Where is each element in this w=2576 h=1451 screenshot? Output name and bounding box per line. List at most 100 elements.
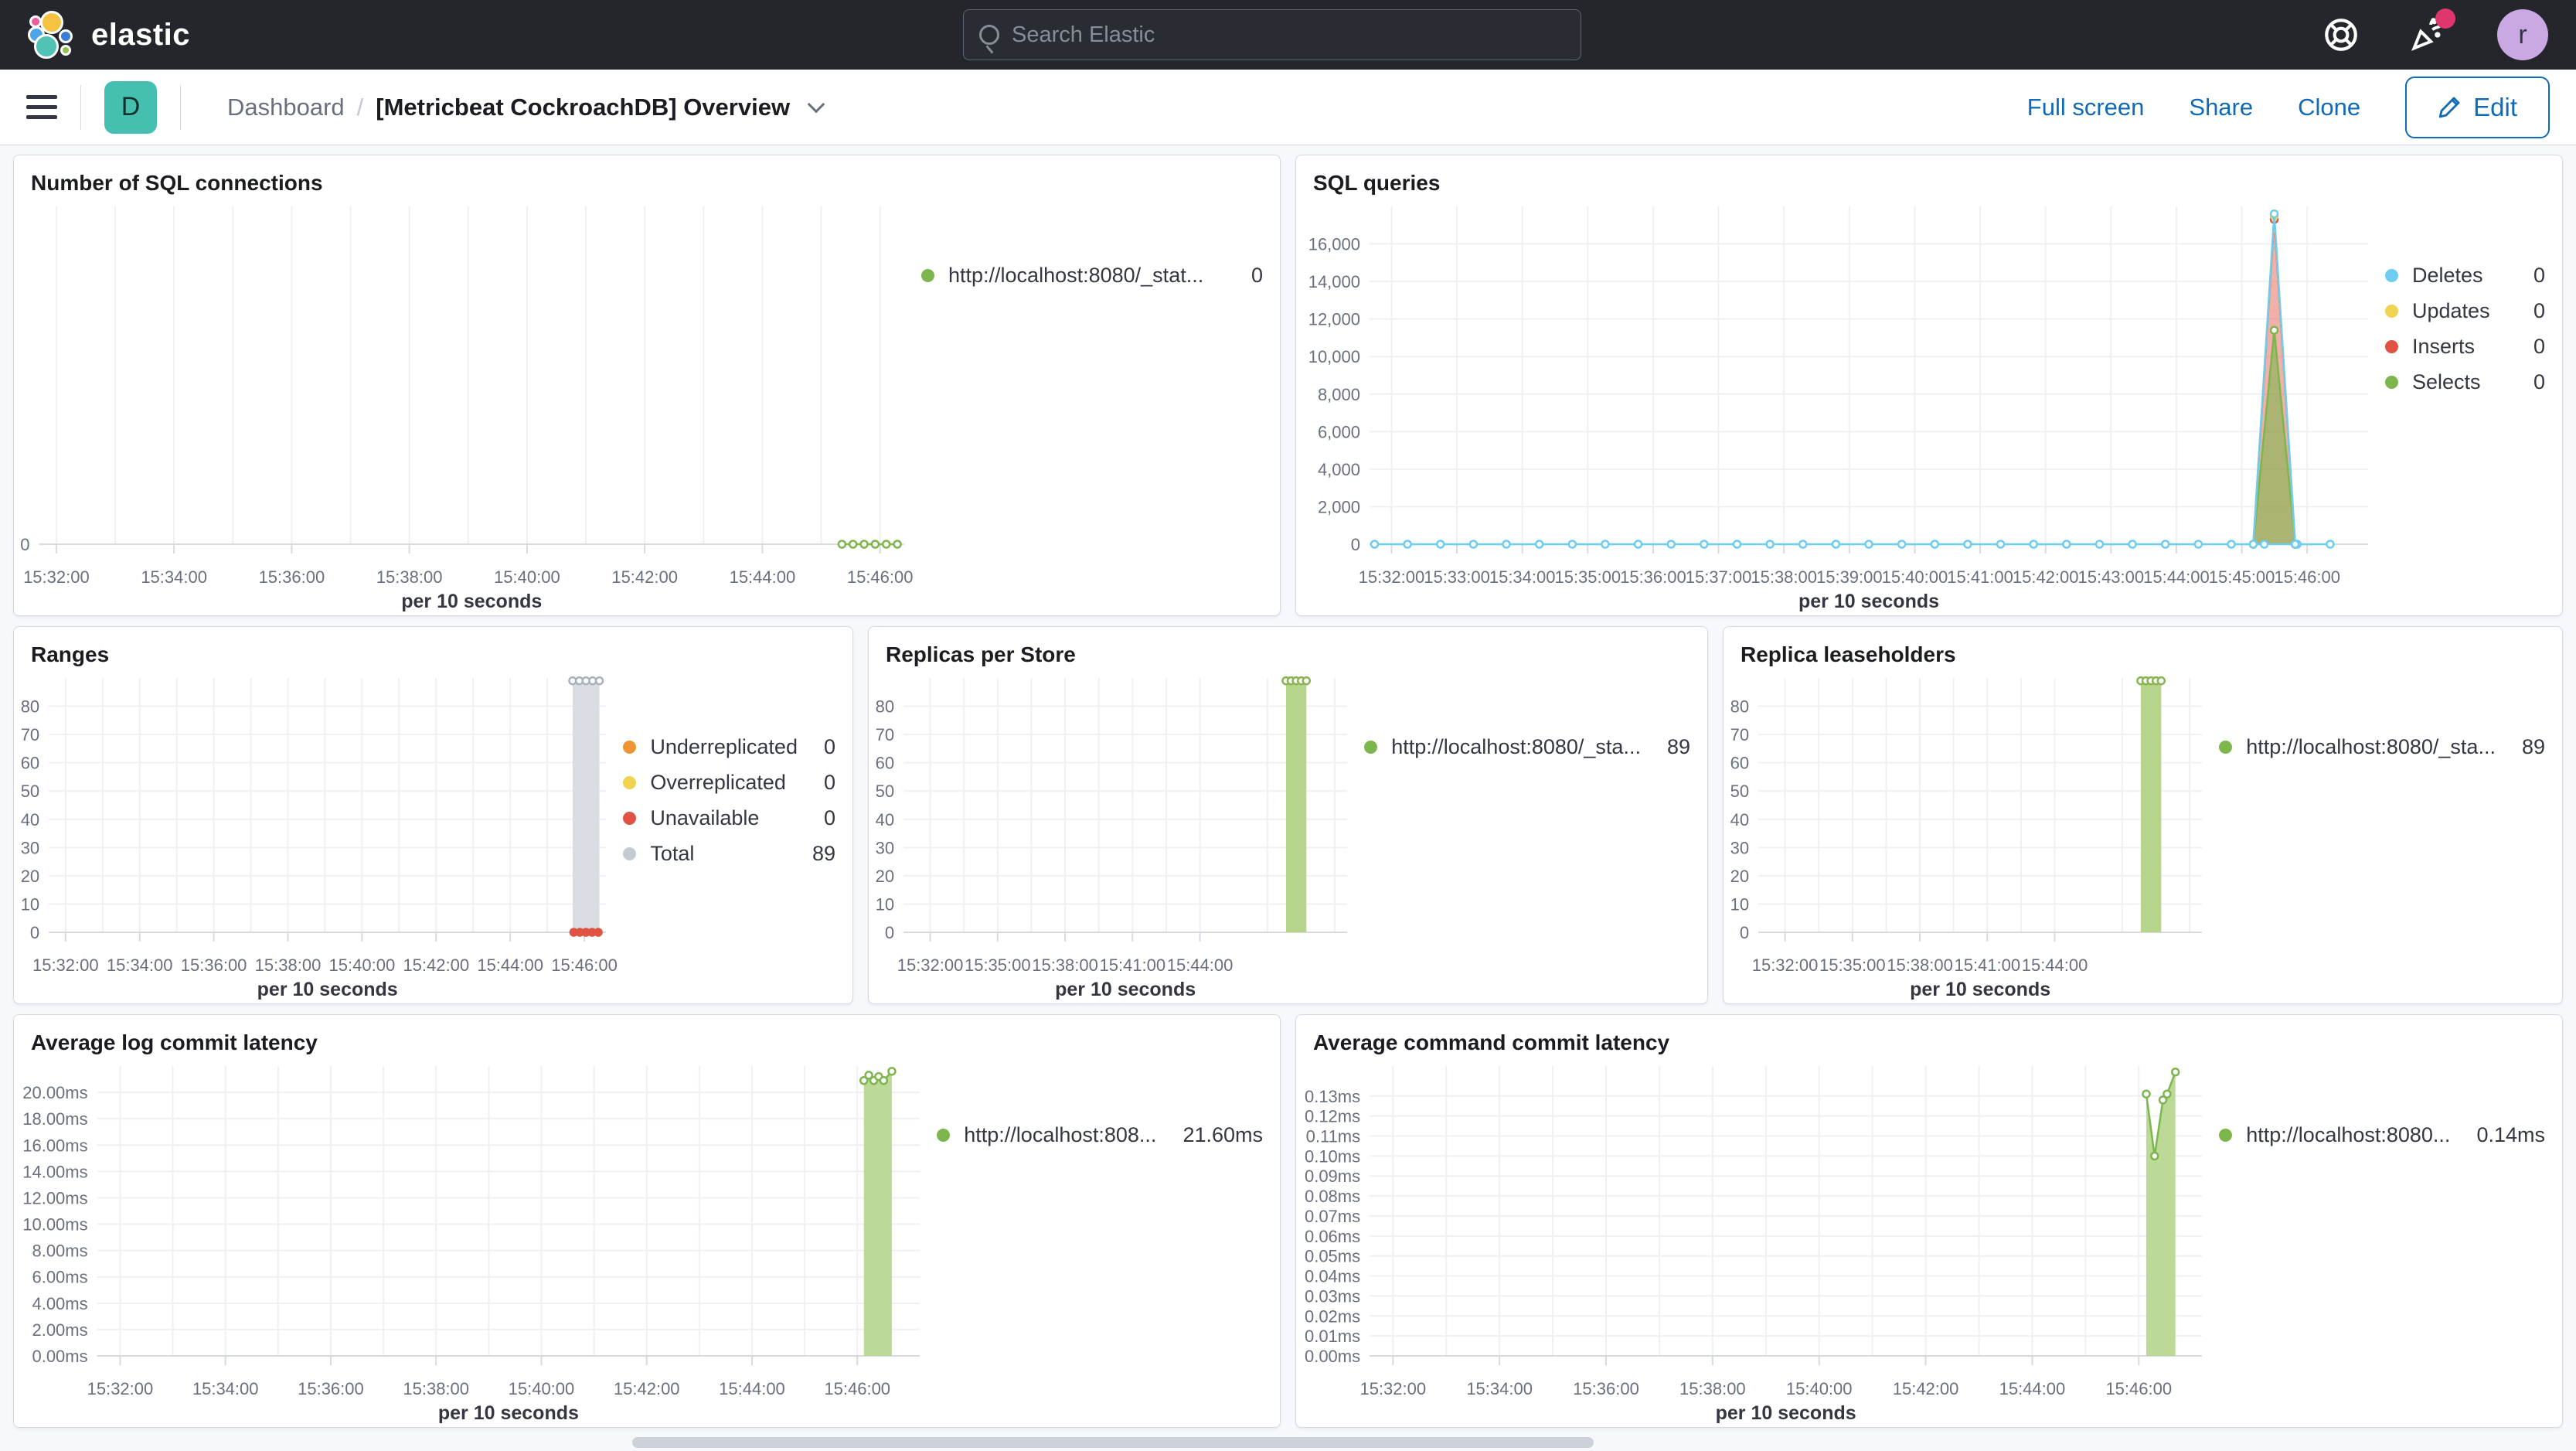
- breadcrumb-dashboard[interactable]: Dashboard: [227, 93, 345, 121]
- legend-swatch-icon: [2385, 268, 2398, 282]
- panel-sql-queries: SQL queries 16,000 14,000 12,000 10,000 8,00…: [1295, 155, 2563, 616]
- svg-text:15:42:00: 15:42:00: [614, 1379, 680, 1398]
- legend-value: 89: [2521, 734, 2545, 758]
- help-icon[interactable]: [2321, 15, 2361, 55]
- panel-number-of-sql-connections: Number of SQL connections 0 15:32:00 15:34…: [13, 155, 1281, 616]
- svg-text:14.00ms: 14.00ms: [22, 1162, 87, 1181]
- svg-text:15:37:00: 15:37:00: [1686, 567, 1752, 587]
- elastic-logo[interactable]: elastic: [28, 11, 190, 59]
- chart-legend: http://localhost:8080/_sta... 89: [2214, 667, 2562, 1003]
- legend-item[interactable]: Unavailable 0: [623, 800, 835, 836]
- svg-text:per 10 seconds: per 10 seconds: [1798, 591, 1939, 612]
- legend-item[interactable]: http://localhost:8080/_stat... 0: [921, 257, 1263, 293]
- legend-label: Unavailable: [650, 806, 760, 829]
- legend-item[interactable]: Underreplicated 0: [623, 729, 835, 765]
- share-button[interactable]: Share: [2189, 93, 2254, 121]
- sql-queries-chart[interactable]: 16,000 14,000 12,000 10,000 8,000 6,000 4,000 2…: [1296, 196, 2380, 615]
- svg-text:80: 80: [21, 697, 39, 717]
- news-icon[interactable]: [2409, 9, 2455, 55]
- svg-text:20: 20: [21, 867, 39, 886]
- legend-item[interactable]: Overreplicated 0: [623, 765, 835, 800]
- svg-text:15:36:00: 15:36:00: [1620, 567, 1686, 587]
- legend-item[interactable]: http://localhost:8080/_sta... 89: [1364, 729, 1690, 765]
- svg-text:0.09ms: 0.09ms: [1305, 1167, 1360, 1186]
- legend-value: 89: [1666, 734, 1690, 758]
- avg-log-commit-latency-chart[interactable]: 20.00ms 18.00ms 16.00ms 14.00ms 12.00ms 10.00…: [14, 1055, 932, 1427]
- legend-item[interactable]: Deletes 0: [2385, 257, 2545, 293]
- svg-text:0.04ms: 0.04ms: [1305, 1267, 1360, 1286]
- menu-icon[interactable]: [26, 95, 57, 119]
- legend-item[interactable]: Updates 0: [2385, 293, 2545, 329]
- legend-swatch-icon: [2219, 1128, 2233, 1142]
- svg-text:10: 10: [1730, 894, 1749, 914]
- svg-text:4,000: 4,000: [1318, 460, 1360, 479]
- svg-text:0.02ms: 0.02ms: [1305, 1306, 1360, 1326]
- svg-text:20: 20: [1730, 867, 1749, 886]
- svg-text:40: 40: [21, 810, 39, 829]
- top-bar: elastic r: [0, 0, 2576, 70]
- svg-text:8.00ms: 8.00ms: [32, 1242, 87, 1261]
- svg-text:12,000: 12,000: [1308, 310, 1360, 329]
- svg-text:40: 40: [876, 810, 894, 829]
- legend-label: Underreplicated: [650, 734, 798, 758]
- svg-text:0.07ms: 0.07ms: [1305, 1207, 1360, 1226]
- svg-text:18.00ms: 18.00ms: [22, 1109, 87, 1129]
- sql-connections-chart[interactable]: 0 15:32:00 15:34:00 15:36:00 15:38:00 15:40:0…: [14, 196, 917, 615]
- panel-replica-leaseholders: Replica leaseholders 80 70 60 50 40 30 20 10 0 15…: [1723, 626, 2563, 1004]
- svg-text:10: 10: [21, 894, 39, 914]
- svg-text:15:40:00: 15:40:00: [329, 955, 396, 975]
- svg-text:15:32:00: 15:32:00: [87, 1379, 154, 1398]
- svg-text:15:46:00: 15:46:00: [824, 1379, 890, 1398]
- legend-swatch-icon: [623, 775, 637, 789]
- search-input[interactable]: [1012, 22, 1565, 48]
- dashboard-toolbar: D Dashboard / [Metricbeat CockroachDB] O…: [0, 70, 2576, 145]
- svg-text:80: 80: [876, 697, 894, 717]
- replicas-per-store-chart[interactable]: 80 70 60 50 40 30 20 10 015:32:00 15:35:00 15:38:0…: [869, 667, 1359, 1003]
- svg-text:15:36:00: 15:36:00: [298, 1379, 364, 1398]
- legend-value: 0: [2533, 370, 2545, 393]
- horizontal-scrollbar[interactable]: [632, 1437, 1594, 1448]
- svg-text:0.12ms: 0.12ms: [1305, 1107, 1360, 1126]
- global-search[interactable]: [963, 9, 1581, 60]
- svg-text:50: 50: [21, 782, 39, 801]
- svg-text:15:41:00: 15:41:00: [1954, 955, 2020, 975]
- legend-swatch-icon: [2385, 339, 2398, 353]
- svg-text:60: 60: [876, 754, 894, 773]
- legend-item[interactable]: Selects 0: [2385, 364, 2545, 400]
- svg-text:20.00ms: 20.00ms: [22, 1083, 87, 1102]
- svg-text:15:36:00: 15:36:00: [181, 955, 247, 975]
- ranges-chart[interactable]: 80 70 60 50 40 30 20 10 0 15:32:00 15:34:00 15:36:0…: [14, 667, 618, 1003]
- svg-text:15:33:00: 15:33:00: [1424, 567, 1490, 587]
- svg-text:20: 20: [876, 867, 894, 886]
- svg-text:70: 70: [876, 725, 894, 744]
- svg-text:15:46:00: 15:46:00: [847, 567, 914, 587]
- clone-button[interactable]: Clone: [2298, 93, 2361, 121]
- user-avatar[interactable]: r: [2497, 9, 2548, 60]
- legend-item[interactable]: Total 89: [623, 836, 835, 871]
- svg-text:15:32:00: 15:32:00: [1359, 567, 1425, 587]
- svg-text:2.00ms: 2.00ms: [32, 1320, 87, 1340]
- replica-leaseholders-chart[interactable]: 80 70 60 50 40 30 20 10 015:32:00 15:35:00 15:38:0…: [1724, 667, 2214, 1003]
- legend-label: Total: [650, 841, 695, 865]
- legend-item[interactable]: http://localhost:8080/_sta... 89: [2219, 729, 2545, 765]
- legend-swatch-icon: [2219, 740, 2233, 754]
- legend-label: Updates: [2412, 298, 2490, 322]
- legend-item[interactable]: http://localhost:808... 21.60ms: [937, 1117, 1263, 1153]
- svg-text:15:43:00: 15:43:00: [2077, 567, 2144, 587]
- svg-text:0.00ms: 0.00ms: [1305, 1347, 1360, 1366]
- svg-text:0: 0: [1351, 535, 1360, 554]
- full-screen-button[interactable]: Full screen: [2026, 93, 2145, 121]
- notification-badge: [2435, 9, 2455, 29]
- legend-item[interactable]: Inserts 0: [2385, 329, 2545, 364]
- edit-button[interactable]: Edit: [2405, 76, 2550, 138]
- legend-swatch-icon: [623, 846, 637, 860]
- panel-title: Average log commit latency: [31, 1030, 318, 1054]
- legend-item[interactable]: http://localhost:8080... 0.14ms: [2219, 1117, 2545, 1153]
- chevron-down-icon[interactable]: [807, 95, 825, 113]
- breadcrumb: Dashboard / [Metricbeat CockroachDB] Ove…: [227, 93, 825, 121]
- avg-command-commit-latency-chart[interactable]: 0.13ms0.12ms0.11ms0.10ms0.09ms0.08ms0.07…: [1296, 1055, 2214, 1427]
- legend-value: 0: [823, 770, 835, 794]
- space-badge[interactable]: D: [104, 80, 157, 134]
- legend-label: http://localhost:8080/_sta...: [1391, 734, 1641, 758]
- svg-text:15:32:00: 15:32:00: [1359, 1379, 1426, 1398]
